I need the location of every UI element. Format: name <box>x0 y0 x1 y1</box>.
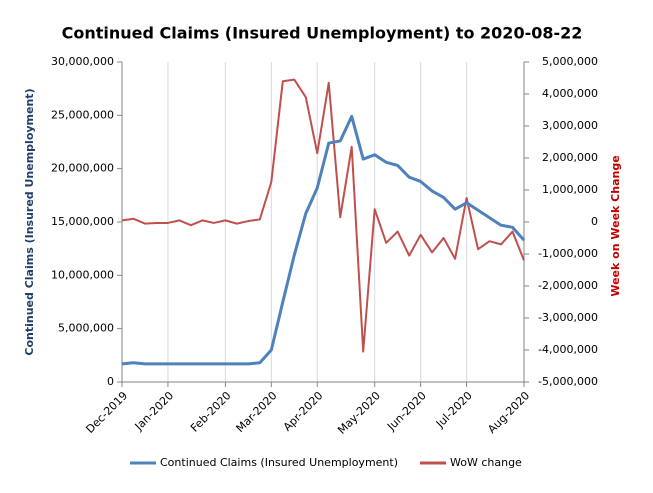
y-tick-label: 10,000,000 <box>51 268 114 281</box>
legend-label: WoW change <box>450 456 522 469</box>
y2-tick-label: 4,000,000 <box>542 87 598 100</box>
y-tick-label: 25,000,000 <box>51 108 114 121</box>
y2-tick-label: -5,000,000 <box>538 375 598 388</box>
y2-tick-label: -1,000,000 <box>538 247 598 260</box>
y2-tick-label: -4,000,000 <box>538 343 598 356</box>
y2-tick-label: -2,000,000 <box>538 279 598 292</box>
y2-tick-label: 2,000,000 <box>542 151 598 164</box>
line-series <box>121 78 525 353</box>
y-tick-label: 15,000,000 <box>51 215 114 228</box>
legend-label: Continued Claims (Insured Unemployment) <box>160 456 398 469</box>
y2-tick-label: -3,000,000 <box>538 311 598 324</box>
y2-tick-label: 1,000,000 <box>542 183 598 196</box>
y-tick-label: 0 <box>107 375 114 388</box>
y-tick-label: 5,000,000 <box>58 322 114 335</box>
line-series <box>121 114 526 366</box>
y-tick-label: 20,000,000 <box>51 162 114 175</box>
y2-tick-label: 5,000,000 <box>542 55 598 68</box>
y2-tick-label: 0 <box>591 215 598 228</box>
y2-axis-title: Week on Week Change <box>609 155 622 296</box>
y-tick-label: 30,000,000 <box>51 55 114 68</box>
chart-title: Continued Claims (Insured Unemployment) … <box>62 24 583 43</box>
y-axis-title: Continued Claims (Insured Unemployment) <box>23 88 36 355</box>
y2-tick-label: 3,000,000 <box>542 119 598 132</box>
